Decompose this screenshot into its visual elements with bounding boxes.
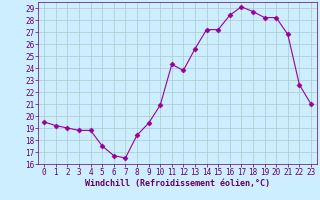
X-axis label: Windchill (Refroidissement éolien,°C): Windchill (Refroidissement éolien,°C) — [85, 179, 270, 188]
